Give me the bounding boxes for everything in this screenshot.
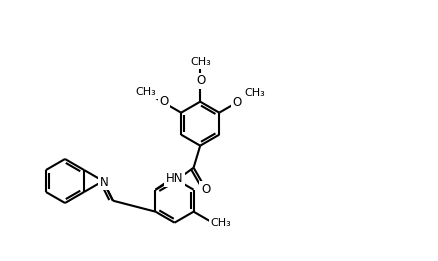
Text: HN: HN: [166, 172, 183, 185]
Text: O: O: [201, 183, 210, 196]
Text: O: O: [99, 174, 109, 187]
Text: O: O: [196, 74, 205, 87]
Text: CH₃: CH₃: [191, 57, 211, 67]
Text: CH₃: CH₃: [210, 218, 230, 228]
Text: O: O: [159, 95, 168, 108]
Text: CH₃: CH₃: [135, 87, 156, 97]
Text: O: O: [232, 96, 241, 109]
Text: CH₃: CH₃: [244, 88, 265, 98]
Text: N: N: [99, 175, 108, 188]
